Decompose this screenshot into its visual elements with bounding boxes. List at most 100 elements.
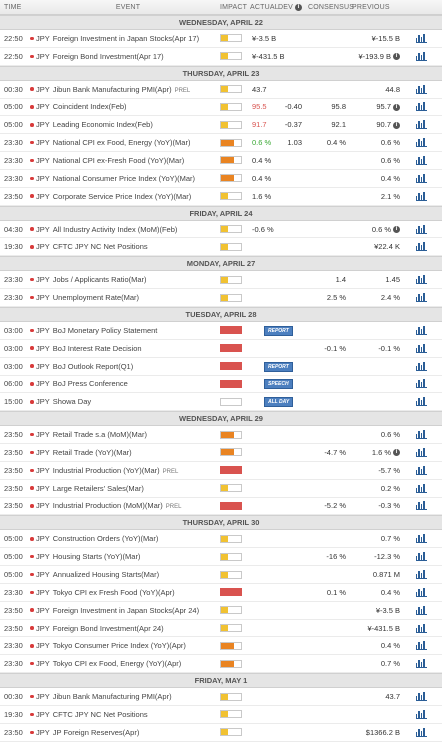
event-name[interactable]: JPY JP Foreign Reserves(Apr) [36,728,220,737]
bar-chart-icon[interactable] [415,102,427,112]
bar-chart-icon[interactable] [415,191,427,201]
event-row[interactable]: 03:00 JPY BoJ Interest Rate Decision -0.1 %… [0,340,442,358]
event-row[interactable]: 05:00 JPY Leading Economic Index(Feb) 91.7 -… [0,116,442,135]
event-name[interactable]: JPY Jibun Bank Manufacturing PMI(Apr) PREL [36,85,220,94]
event-name[interactable]: JPY Jobs / Applicants Ratio(Mar) [36,275,220,284]
event-row[interactable]: 23:50 JPY Large Retailers' Sales(Mar) 0.2 % [0,480,442,498]
event-title[interactable]: BoJ Monetary Policy Statement [52,325,158,335]
event-title[interactable]: Housing Starts (YoY)(Mar) [52,552,141,562]
event-name[interactable]: JPY BoJ Outlook Report(Q1) [36,362,220,371]
event-row[interactable]: 03:00 JPY BoJ Outlook Report(Q1) REPORT [0,358,442,376]
event-row[interactable]: 23:50 JPY Retail Trade s.a (MoM)(Mar) 0.6 % [0,426,442,445]
event-name[interactable]: JPY Leading Economic Index(Feb) [36,120,220,129]
event-row[interactable]: 23:30 JPY Tokyo CPI ex Food, Energy (YoY)(… [0,655,442,674]
event-title[interactable]: Industrial Production (MoM)(Mar) [52,501,163,511]
event-title[interactable]: Retail Trade s.a (MoM)(Mar) [52,430,147,440]
bar-chart-icon[interactable] [415,242,427,252]
bar-chart-icon[interactable] [415,293,427,303]
event-row[interactable]: 05:00 JPY Coincident Index(Feb) 95.5 -0.40 95… [0,99,442,117]
bar-chart-icon[interactable] [415,397,427,407]
bar-chart-icon[interactable] [415,623,427,633]
event-title[interactable]: Corporate Service Price Index (YoY)(Mar) [52,191,192,201]
event-row[interactable]: 23:30 JPY Jobs / Applicants Ratio(Mar) 1.4 1… [0,271,442,290]
event-name[interactable]: JPY BoJ Press Conference [36,379,220,388]
bar-chart-icon[interactable] [415,224,427,234]
event-title[interactable]: Tokyo Consumer Price Index (YoY)(Apr) [52,641,186,651]
event-name[interactable]: JPY National Consumer Price Index (YoY)(M… [36,174,220,183]
event-title[interactable]: Annualized Housing Starts(Mar) [52,570,160,580]
event-row[interactable]: 23:30 JPY Tokyo Consumer Price Index (YoY)… [0,637,442,656]
event-name[interactable]: JPY Industrial Production (YoY)(Mar) PREL [36,466,220,475]
event-title[interactable]: Leading Economic Index(Feb) [52,120,153,130]
event-name[interactable]: JPY Construction Orders (YoY)(Mar) [36,534,220,543]
bar-chart-icon[interactable] [415,379,427,389]
event-title[interactable]: All Industry Activity Index (MoM)(Feb) [52,224,178,234]
event-title[interactable]: Construction Orders (YoY)(Mar) [52,534,159,544]
event-row[interactable]: 23:50 JPY Foreign Bond Investment(Apr 24) ¥… [0,620,442,638]
bar-chart-icon[interactable] [415,641,427,651]
event-title[interactable]: National Consumer Price Index (YoY)(Mar) [52,173,196,183]
event-name[interactable]: JPY Large Retailers' Sales(Mar) [36,484,220,493]
event-row[interactable]: 23:50 JPY Foreign Investment in Japan Stoc… [0,602,442,620]
event-title[interactable]: JP Foreign Reserves(Apr) [52,727,140,737]
bar-chart-icon[interactable] [415,587,427,597]
event-title[interactable]: Foreign Investment in Japan Stocks(Apr 2… [52,605,200,615]
event-title[interactable]: Retail Trade (YoY)(Mar) [52,447,132,457]
event-title[interactable]: Jibun Bank Manufacturing PMI(Apr) [52,84,172,94]
event-name[interactable]: JPY CFTC JPY NC Net Positions [36,710,220,719]
event-row[interactable]: 04:30 JPY All Industry Activity Index (MoM… [0,221,442,239]
event-row[interactable]: 23:50 JPY Retail Trade (YoY)(Mar) -4.7 % 1.6… [0,444,442,462]
event-name[interactable]: JPY Foreign Investment in Japan Stocks(Ap… [36,34,220,43]
bar-chart-icon[interactable] [415,534,427,544]
event-title[interactable]: Showa Day [52,397,92,407]
event-title[interactable]: BoJ Press Conference [52,379,128,389]
info-icon[interactable]: i [295,3,302,11]
event-row[interactable]: 22:50 JPY Foreign Bond Investment(Apr 17) ¥… [0,48,442,66]
event-row[interactable]: 15:00 JPY Showa Day ALL DAY [0,393,442,412]
bar-chart-icon[interactable] [415,727,427,737]
event-row[interactable]: 06:00 JPY BoJ Press Conference SPEECH [0,376,442,394]
event-title[interactable]: BoJ Interest Rate Decision [52,343,142,353]
event-title[interactable]: Foreign Investment in Japan Stocks(Apr 1… [52,33,200,43]
revised-info-icon[interactable]: i [393,53,400,61]
event-title[interactable]: BoJ Outlook Report(Q1) [52,361,134,371]
bar-chart-icon[interactable] [415,361,427,371]
event-row[interactable]: 23:30 JPY Unemployment Rate(Mar) 2.5 % 2.4 % [0,289,442,307]
event-name[interactable]: JPY Annualized Housing Starts(Mar) [36,570,220,579]
event-row[interactable]: 05:00 JPY Annualized Housing Starts(Mar) 0.… [0,566,442,584]
event-row[interactable]: 23:30 JPY National CPI ex-Fresh Food (YoY)… [0,152,442,170]
event-title[interactable]: Jobs / Applicants Ratio(Mar) [52,275,147,285]
event-title[interactable]: CFTC JPY NC Net Positions [52,709,148,719]
event-name[interactable]: JPY Retail Trade (YoY)(Mar) [36,448,220,457]
event-name[interactable]: JPY Tokyo Consumer Price Index (YoY)(Apr) [36,641,220,650]
event-row[interactable]: 19:30 JPY CFTC JPY NC Net Positions [0,706,442,724]
event-name[interactable]: JPY BoJ Interest Rate Decision [36,344,220,353]
bar-chart-icon[interactable] [415,552,427,562]
revised-info-icon[interactable]: i [393,449,400,457]
event-row[interactable]: 00:30 JPY Jibun Bank Manufacturing PMI(Apr… [0,81,442,99]
bar-chart-icon[interactable] [415,120,427,130]
event-row[interactable]: 23:50 JPY Industrial Production (MoM)(Mar)… [0,498,442,516]
event-name[interactable]: JPY National CPI ex-Fresh Food (YoY)(Mar) [36,156,220,165]
bar-chart-icon[interactable] [415,84,427,94]
event-title[interactable]: Tokyo CPI ex Fresh Food (YoY)(Apr) [52,587,175,597]
event-row[interactable]: 23:50 JPY Industrial Production (YoY)(Mar)… [0,462,442,480]
event-name[interactable]: JPY Industrial Production (MoM)(Mar) PREL [36,501,220,510]
event-name[interactable]: JPY Unemployment Rate(Mar) [36,293,220,302]
event-row[interactable]: 23:50 JPY Corporate Service Price Index (Y… [0,188,442,206]
bar-chart-icon[interactable] [415,692,427,702]
event-row[interactable]: 23:30 JPY National Consumer Price Index (Y… [0,170,442,188]
event-name[interactable]: JPY CFTC JPY NC Net Positions [36,242,220,251]
event-row[interactable]: 03:00 JPY BoJ Monetary Policy Statement REP… [0,322,442,340]
event-name[interactable]: JPY Showa Day [36,397,220,406]
event-row[interactable]: 22:50 JPY Foreign Investment in Japan Stoc… [0,30,442,48]
event-name[interactable]: JPY Foreign Bond Investment(Apr 17) [36,52,220,61]
event-name[interactable]: JPY National CPI ex Food, Energy (YoY)(Ma… [36,138,220,147]
event-row[interactable]: 23:30 JPY National CPI ex Food, Energy (Yo… [0,134,442,153]
event-title[interactable]: Large Retailers' Sales(Mar) [52,483,144,493]
event-name[interactable]: JPY Housing Starts (YoY)(Mar) [36,552,220,561]
bar-chart-icon[interactable] [415,709,427,719]
bar-chart-icon[interactable] [415,570,427,580]
bar-chart-icon[interactable] [415,275,427,285]
event-name[interactable]: JPY Tokyo CPI ex Food, Energy (YoY)(Apr) [36,659,220,668]
